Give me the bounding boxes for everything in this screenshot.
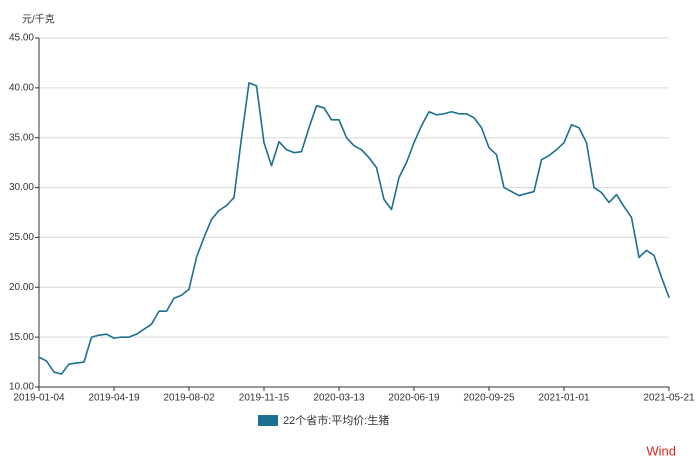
line <box>38 82 670 375</box>
x-tick-label: 2019-08-02 <box>163 393 215 404</box>
y-tick-label: 15.00 <box>9 332 34 343</box>
x-tick-label: 2019-04-19 <box>88 393 140 404</box>
x-tick-label: 2019-11-15 <box>239 393 290 404</box>
x-tick-label: 2020-09-25 <box>463 393 515 404</box>
y-tick-label: 10.00 <box>9 382 34 393</box>
watermark: Wind <box>646 443 676 458</box>
y-tick-label: 35.00 <box>9 132 34 143</box>
y-tick-label: 20.00 <box>9 282 34 293</box>
x-tick-label: 2021-01-01 <box>538 393 590 404</box>
x-tick-label: 2021-05-21 <box>643 393 695 404</box>
y-unit: 元/千克 <box>22 14 55 26</box>
y-tick-label: 25.00 <box>9 232 34 243</box>
y-tick-label: 45.00 <box>9 33 34 44</box>
legend-swatch <box>258 415 278 426</box>
legend-label: 22个省市:平均价:生猪 <box>283 413 389 427</box>
x-tick-label: 2020-06-19 <box>388 393 440 404</box>
y-tick-label: 30.00 <box>9 182 34 193</box>
x-tick-label: 2019-01-04 <box>13 393 65 404</box>
x-tick-label: 2020-03-13 <box>313 393 365 404</box>
y-tick-label: 40.00 <box>9 82 34 93</box>
